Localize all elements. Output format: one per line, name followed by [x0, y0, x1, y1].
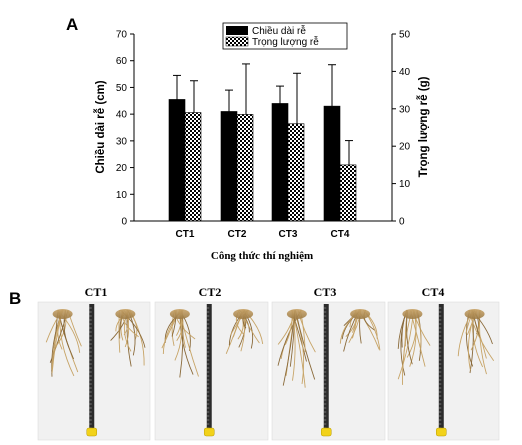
photo-label: CT3 [314, 285, 337, 299]
bars-layer [168, 99, 357, 222]
ruler-clip-icon [203, 427, 215, 437]
left-y-ticks: 0 10 20 30 40 50 60 70 [116, 30, 134, 228]
left-tick-label: 60 [116, 56, 128, 67]
photo-label: CT2 [199, 285, 222, 299]
left-tick-label: 50 [116, 83, 128, 94]
x-category-label: CT1 [176, 229, 195, 240]
root-crown [169, 309, 190, 319]
right-y-axis-title: Trọng lượng rễ (g) [417, 76, 430, 177]
bar-root-length [323, 105, 341, 222]
right-tick-label: 40 [399, 67, 411, 78]
bar-root-length [271, 103, 289, 222]
root-photo: CT3 [271, 285, 386, 441]
legend-swatch-weight [225, 36, 249, 47]
bar-root-length [220, 111, 238, 222]
error-bars-layer [173, 63, 353, 165]
right-tick-label: 30 [399, 104, 411, 115]
left-tick-label: 10 [116, 190, 128, 201]
root-crown [233, 309, 254, 319]
root-crown [464, 309, 485, 319]
ruler-clip-icon [86, 427, 98, 437]
photo-label: CT4 [422, 285, 445, 299]
x-category-labels: CT1 CT2 CT3 CT4 [176, 229, 350, 240]
legend-label-weight: Trọng lượng rễ [252, 35, 319, 48]
root-photo: CT4 [387, 285, 500, 441]
panel-a-label: A [66, 15, 78, 34]
legend-label-length: Chiều dài rễ [252, 24, 306, 37]
x-axis-title: Công thức thí nghiệm [211, 250, 313, 262]
root-crown [350, 309, 371, 319]
panel-b-label: B [9, 289, 21, 308]
bar-root-weight [339, 164, 357, 222]
bar-root-weight [287, 123, 305, 222]
x-category-label: CT3 [279, 229, 298, 240]
left-tick-label: 20 [116, 163, 128, 174]
x-category-label: CT4 [331, 229, 350, 240]
left-tick-label: 70 [116, 30, 128, 41]
ruler-clip-icon [436, 427, 447, 437]
legend: Chiều dài rễ Trọng lượng rễ [222, 22, 348, 50]
left-y-axis-title: Chiều dài rễ (cm) [94, 80, 107, 173]
root-photos: CT1 CT2 CT3 CT4 [37, 285, 500, 441]
root-crown [52, 309, 73, 319]
ruler-clip-icon [320, 427, 332, 437]
root-photo: CT1 [37, 285, 151, 441]
right-tick-label: 20 [399, 142, 411, 153]
bar-root-weight [184, 112, 202, 222]
bar-root-length [168, 99, 186, 222]
root-photo: CT2 [154, 285, 269, 441]
right-tick-label: 0 [399, 217, 405, 228]
legend-swatch-length [226, 26, 248, 35]
left-tick-label: 0 [121, 217, 127, 228]
right-tick-label: 10 [399, 179, 411, 190]
left-tick-label: 40 [116, 110, 128, 121]
bar-root-weight [236, 114, 254, 222]
root-crown [286, 309, 307, 319]
photo-label: CT1 [85, 285, 108, 299]
x-category-label: CT2 [228, 229, 247, 240]
right-y-ticks: 0 10 20 30 40 50 [392, 30, 411, 228]
bar-chart: 0 10 20 30 40 50 60 70 0 10 20 30 40 50 CT1 CT2 CT3 CT4… [94, 22, 430, 262]
root-crown [115, 309, 136, 319]
left-tick-label: 30 [116, 136, 128, 147]
right-tick-label: 50 [399, 30, 411, 41]
root-crown [402, 309, 423, 319]
